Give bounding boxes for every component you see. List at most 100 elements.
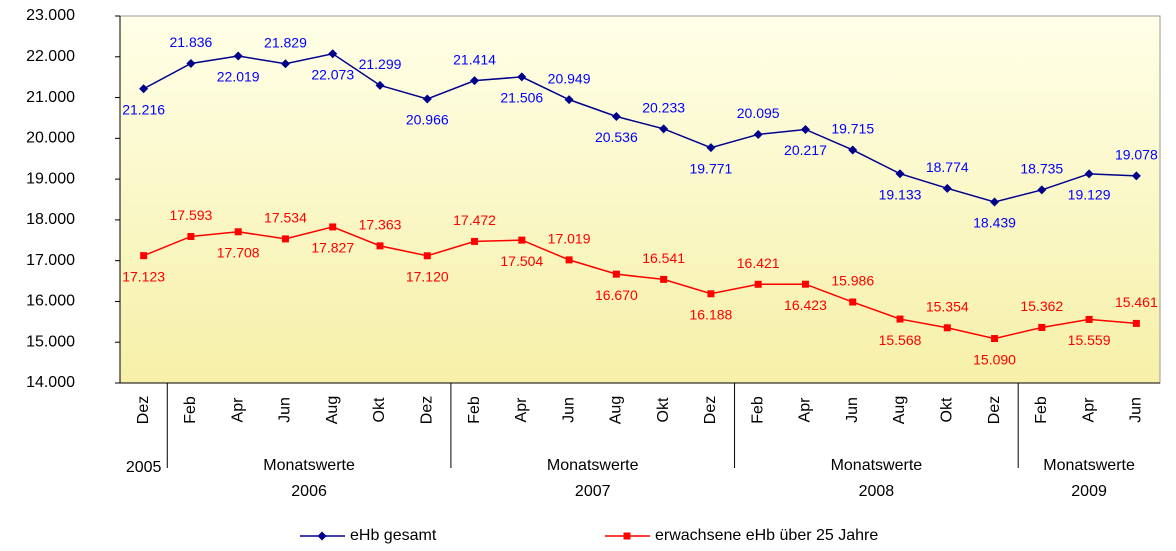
point: [660, 275, 668, 283]
point: [706, 143, 716, 153]
data-label: 17.123: [122, 268, 165, 284]
point: [848, 145, 858, 155]
data-label: 20.966: [406, 112, 449, 128]
point: [990, 197, 1000, 207]
point: [317, 531, 327, 541]
point: [139, 84, 149, 94]
point: [1038, 323, 1046, 331]
data-label: 15.461: [1115, 294, 1158, 310]
data-label: 18.735: [1020, 161, 1063, 177]
data-label: 17.472: [453, 212, 496, 228]
data-label: 16.188: [689, 306, 732, 322]
point: [801, 280, 809, 288]
x-tick-label: Aug: [324, 396, 341, 424]
data-label: 15.986: [831, 273, 874, 289]
y-tick-label: 18.000: [26, 211, 75, 228]
x-tick-label: Jun: [277, 397, 294, 423]
x-tick-label: Jun: [844, 397, 861, 423]
data-label: 15.090: [973, 351, 1016, 367]
point: [375, 80, 385, 90]
data-label: 17.708: [217, 244, 260, 260]
y-tick-label: 23.000: [26, 7, 75, 24]
point: [471, 237, 479, 245]
series-line: [143, 226, 1137, 340]
point: [470, 76, 480, 86]
x-tick-label: Dez: [135, 396, 152, 424]
group-label: 2007: [575, 483, 611, 500]
legend-label: erwachsene eHb über 25 Jahre: [655, 527, 878, 544]
point: [800, 124, 810, 134]
data-label: 16.421: [737, 255, 780, 271]
data-label: 17.120: [406, 268, 449, 284]
data-label: 21.414: [453, 51, 496, 67]
data-label: 17.363: [359, 217, 402, 233]
data-label: 15.568: [879, 332, 922, 348]
group-label: Monatswerte: [263, 457, 355, 474]
data-label: 18.774: [926, 159, 969, 175]
point: [565, 256, 573, 264]
point: [517, 72, 527, 82]
data-label: 19.078: [1115, 147, 1158, 163]
y-tick-label: 21.000: [26, 89, 75, 106]
point: [1084, 169, 1094, 179]
data-label: 20.949: [548, 70, 591, 86]
point: [1085, 315, 1093, 323]
data-label: 16.541: [642, 250, 685, 266]
y-tick-label: 20.000: [26, 130, 75, 147]
point: [328, 49, 338, 59]
x-tick-label: Dez: [986, 396, 1003, 424]
point: [754, 280, 762, 288]
data-label: 22.073: [311, 67, 354, 83]
data-label: 16.670: [595, 287, 638, 303]
x-tick-label: Apr: [513, 397, 530, 423]
data-label: 17.827: [311, 240, 354, 256]
x-tick-label: Apr: [797, 397, 814, 423]
data-label: 22.019: [217, 69, 260, 85]
x-tick-label: Feb: [749, 396, 766, 424]
x-tick-label: Aug: [608, 396, 625, 424]
point: [1131, 171, 1141, 181]
data-label: 16.423: [784, 297, 827, 313]
group-label: Monatswerte: [547, 457, 639, 474]
point: [612, 270, 620, 278]
data-label: 20.095: [737, 105, 780, 121]
point: [422, 94, 432, 104]
group-label: 2005: [126, 459, 162, 476]
point: [280, 59, 290, 69]
data-label: 21.836: [169, 34, 212, 50]
point: [753, 129, 763, 139]
group-label: 2008: [859, 483, 895, 500]
point: [281, 235, 289, 243]
x-tick-label: Apr: [1080, 397, 1097, 423]
point: [991, 335, 999, 343]
x-tick-label: Aug: [891, 396, 908, 424]
data-label: 17.534: [264, 210, 307, 226]
point: [1132, 319, 1140, 327]
data-label: 19.771: [689, 160, 732, 176]
point: [895, 169, 905, 179]
y-tick-label: 14.000: [26, 374, 75, 391]
x-tick-label: Jun: [560, 397, 577, 423]
point: [942, 183, 952, 193]
data-label: 15.354: [926, 298, 969, 314]
y-tick-label: 22.000: [26, 48, 75, 65]
data-label: 21.216: [122, 101, 165, 117]
point: [233, 51, 243, 61]
series-line: [143, 53, 1137, 203]
x-tick-label: Okt: [655, 397, 672, 422]
point: [518, 236, 526, 244]
point: [140, 252, 148, 260]
data-label: 20.536: [595, 129, 638, 145]
data-label: 20.233: [642, 100, 685, 116]
data-label: 17.504: [500, 253, 543, 269]
y-tick-label: 19.000: [26, 170, 75, 187]
data-label: 17.593: [169, 207, 212, 223]
group-label: Monatswerte: [1043, 457, 1135, 474]
data-label: 21.506: [500, 90, 543, 106]
point: [564, 95, 574, 105]
data-label: 18.439: [973, 215, 1016, 231]
data-label: 21.829: [264, 34, 307, 50]
y-tick-label: 16.000: [26, 293, 75, 310]
point: [187, 232, 195, 240]
